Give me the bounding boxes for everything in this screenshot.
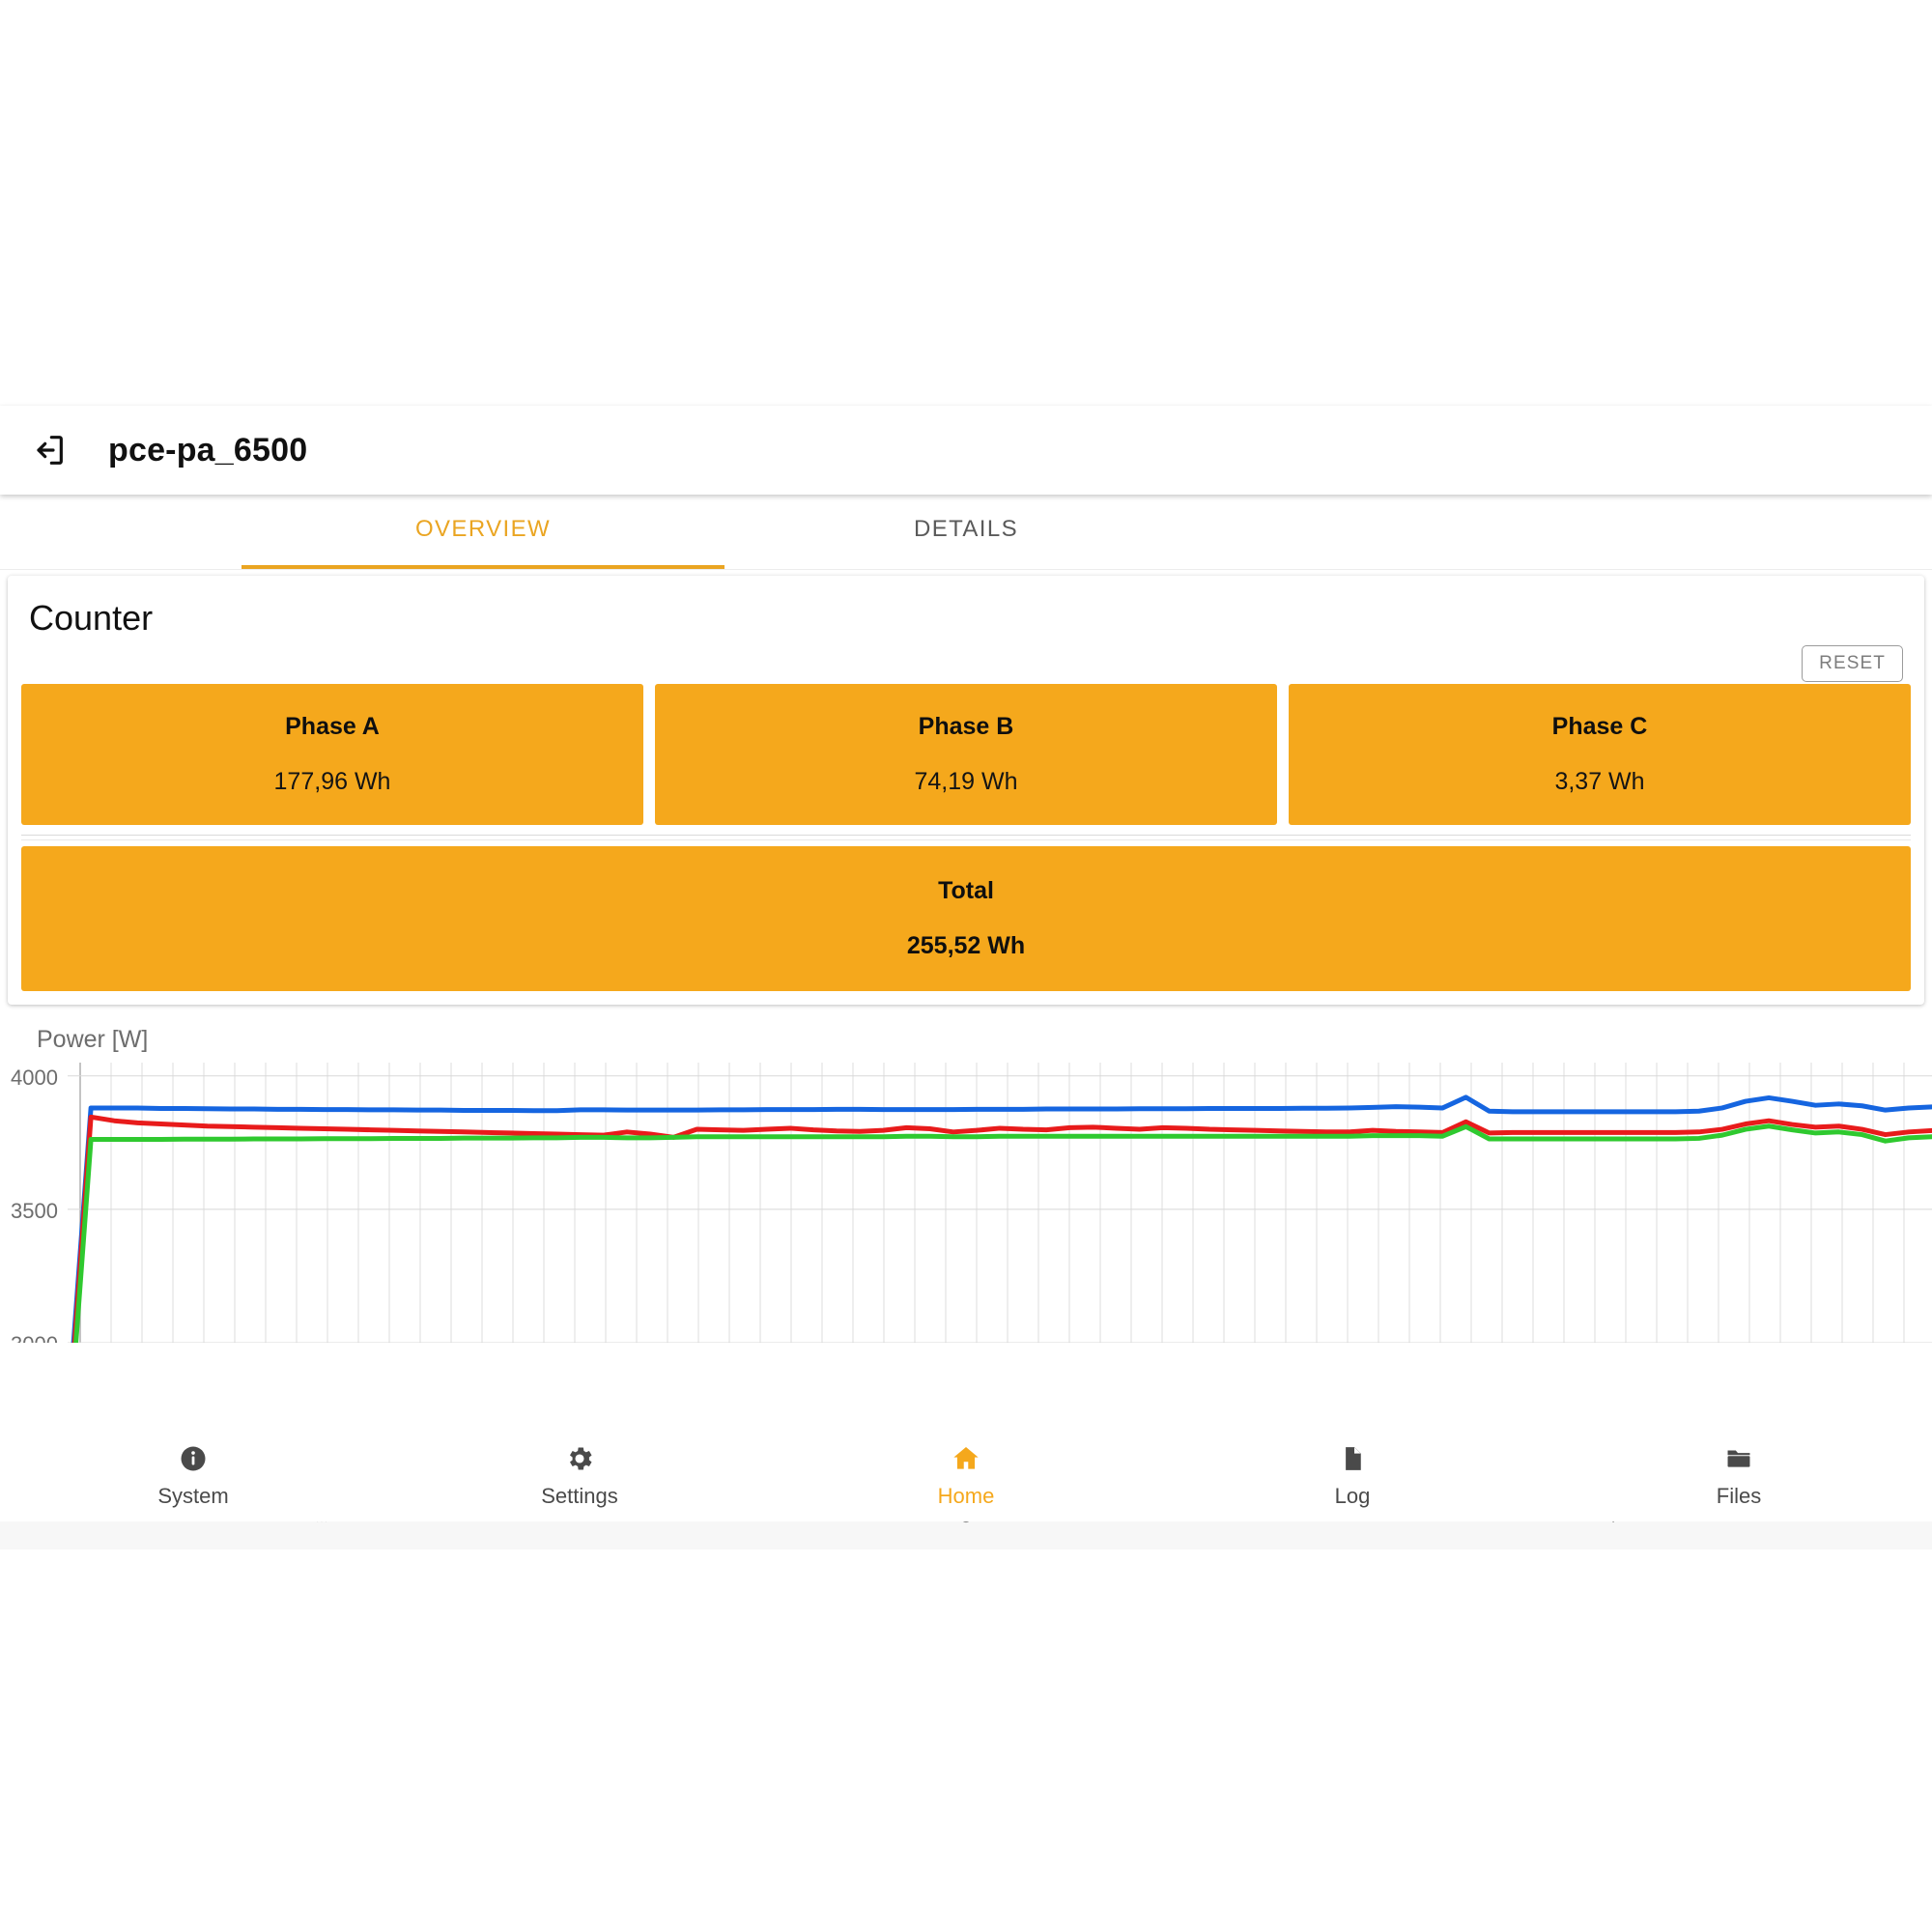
chart-y-axis-title: Power [W] (37, 1026, 149, 1053)
bottom-navigation: System Settings Home (0, 1429, 1932, 1521)
tab-details-label: DETAILS (913, 515, 1019, 542)
phase-b-value: 74,19 Wh (914, 768, 1018, 795)
power-chart[interactable]: Power [W] 4000 3500 3000 (0, 1020, 1932, 1343)
nav-label-settings: Settings (541, 1483, 618, 1508)
total-divider (21, 835, 1911, 840)
phase-card-b[interactable]: Phase B 74,19 Wh (655, 684, 1277, 825)
home-icon (951, 1442, 981, 1475)
nav-label-system: System (157, 1483, 229, 1508)
phase-card-a[interactable]: Phase A 177,96 Wh (21, 684, 643, 825)
tab-overview[interactable]: OVERVIEW (242, 495, 724, 569)
app-bar: pce-pa_6500 (0, 406, 1932, 495)
folder-icon (1723, 1442, 1754, 1475)
svg-text:4000: 4000 (11, 1065, 58, 1090)
nav-item-files[interactable]: Files (1546, 1442, 1932, 1509)
app-window: pce-pa_6500 OVERVIEW DETAILS Counter RES… (0, 406, 1932, 1521)
page-title: pce-pa_6500 (108, 431, 308, 469)
tab-details[interactable]: DETAILS (724, 495, 1208, 569)
counter-card: Counter RESET Phase A 177,96 Wh Phase B … (8, 576, 1924, 1005)
nav-item-settings[interactable]: Settings (386, 1442, 773, 1509)
counter-title: Counter (29, 598, 154, 638)
reset-button[interactable]: RESET (1802, 645, 1903, 682)
svg-text:3500: 3500 (11, 1199, 58, 1223)
svg-text:3000: 3000 (11, 1332, 58, 1343)
tab-bar: OVERVIEW DETAILS (0, 495, 1932, 570)
phase-b-label: Phase B (918, 713, 1014, 740)
nav-label-files: Files (1716, 1483, 1762, 1508)
counter-header: Counter RESET (8, 576, 1924, 684)
phase-a-label: Phase A (285, 713, 380, 740)
tab-overview-label: OVERVIEW (414, 515, 552, 542)
nav-label-log: Log (1334, 1483, 1371, 1508)
nav-item-system[interactable]: System (0, 1442, 386, 1509)
total-value: 255,52 Wh (906, 932, 1026, 959)
phase-c-value: 3,37 Wh (1554, 768, 1645, 795)
exit-to-app-icon[interactable] (23, 425, 73, 475)
document-icon (1338, 1442, 1367, 1475)
nav-item-home[interactable]: Home (773, 1442, 1159, 1509)
info-icon (179, 1442, 208, 1475)
gear-icon (564, 1442, 595, 1475)
phase-row: Phase A 177,96 Wh Phase B 74,19 Wh Phase… (8, 684, 1924, 825)
total-card[interactable]: Total 255,52 Wh (21, 846, 1911, 991)
total-label: Total (938, 877, 994, 904)
nav-label-home: Home (937, 1483, 995, 1508)
phase-a-value: 177,96 Wh (273, 768, 391, 795)
chart-canvas: 4000 3500 3000 (11, 1063, 1932, 1343)
phase-c-label: Phase C (1551, 713, 1648, 740)
nav-item-log[interactable]: Log (1159, 1442, 1546, 1509)
phase-card-c[interactable]: Phase C 3,37 Wh (1289, 684, 1911, 825)
